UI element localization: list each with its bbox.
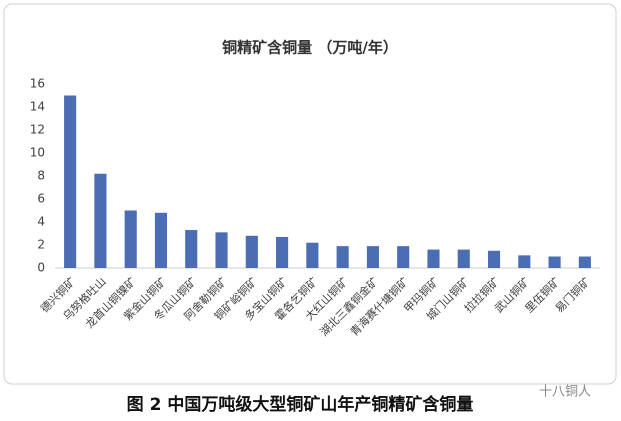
bar — [306, 242, 319, 268]
watermark: 十八铜人 — [539, 385, 591, 400]
bar — [336, 246, 349, 268]
y-tick-label: 8 — [37, 169, 45, 183]
y-tick-label: 4 — [37, 215, 45, 229]
bar — [427, 249, 440, 268]
bar — [397, 246, 410, 268]
y-tick-label: 14 — [30, 100, 45, 114]
bar — [518, 255, 531, 268]
y-tick-label: 6 — [37, 192, 45, 206]
chart-frame — [3, 3, 617, 385]
bar — [94, 173, 107, 268]
y-tick-label: 0 — [37, 261, 45, 275]
y-tick-label: 10 — [30, 146, 45, 160]
bar — [215, 232, 228, 268]
bar — [185, 230, 198, 268]
y-tick-label: 2 — [37, 238, 45, 252]
bar — [578, 256, 591, 268]
caption: 图 2 中国万吨级大型铜矿山年产铜精矿含铜量 — [127, 394, 474, 415]
bar — [154, 212, 168, 268]
bar — [245, 235, 258, 268]
bar — [548, 256, 561, 268]
bar — [457, 249, 470, 268]
chart-title: 铜精矿含铜量 （万吨/年） — [222, 39, 398, 57]
y-tick-label: 12 — [30, 123, 45, 137]
bar — [276, 236, 289, 268]
bar — [366, 246, 379, 268]
y-tick-label: 16 — [30, 77, 45, 91]
bar — [487, 250, 501, 268]
bar — [64, 95, 77, 268]
bar — [124, 210, 137, 268]
